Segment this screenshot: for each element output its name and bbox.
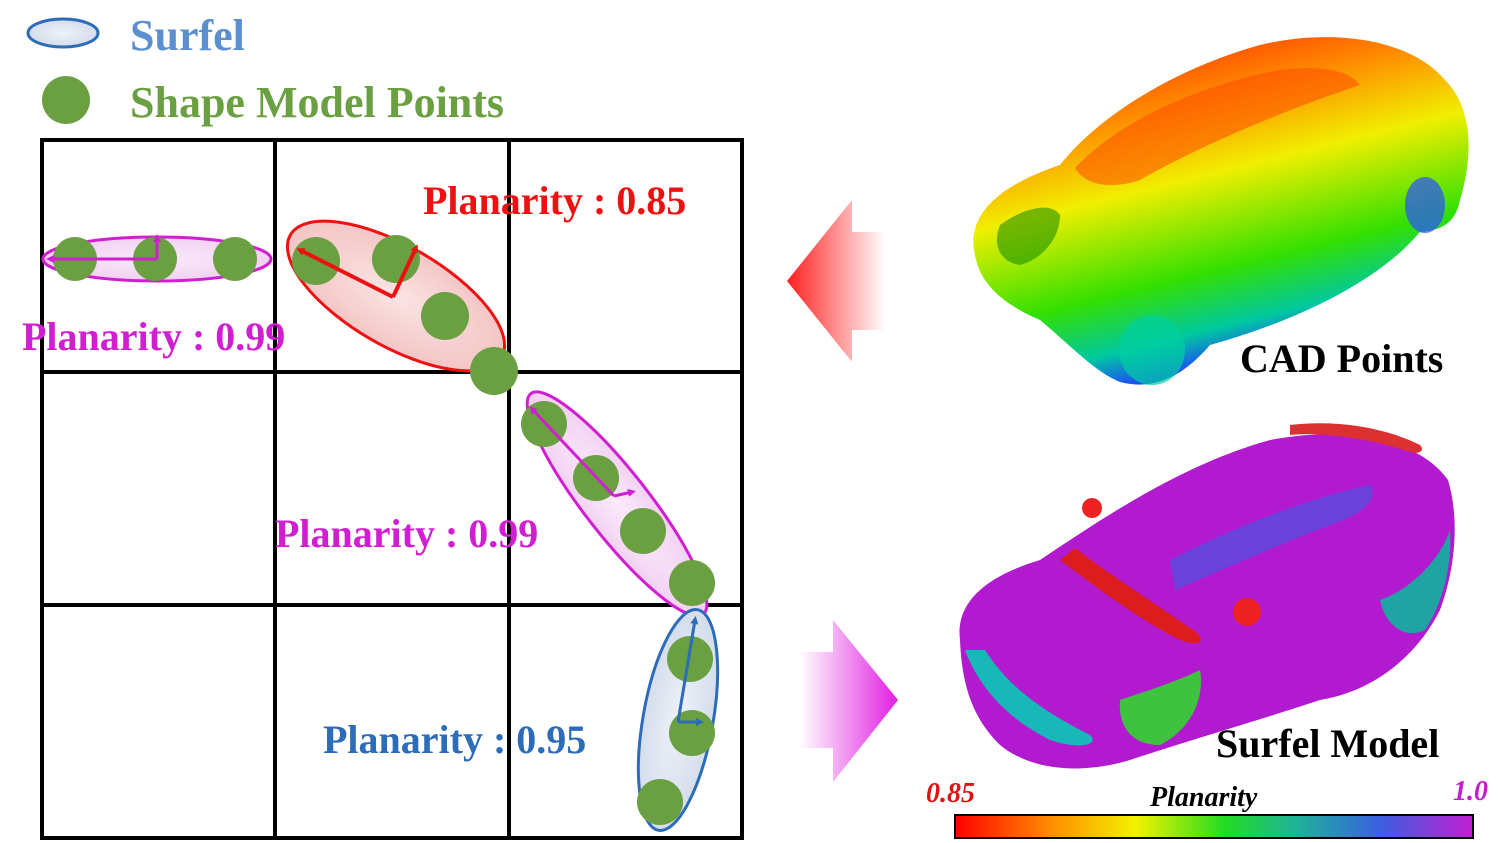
shape-point [637,779,683,825]
surfel-legend-icon [26,17,100,49]
surfel-model-car [959,423,1455,769]
shape-point [421,292,469,340]
shape-point [470,347,518,395]
planarity-label-horizontal: Planarity : 0.99 [22,314,285,359]
surfel-horizontal [41,234,273,283]
voxel-grid [40,138,744,840]
shape-point [669,560,715,606]
surfel-blue [636,608,720,832]
shape-point [620,508,666,554]
colorbar-title: Planarity [1149,782,1258,813]
surfel-model-label: Surfel Model [1216,721,1439,766]
arrow-left-icon [787,200,885,362]
colorbar-min-label: 0.85 [926,778,975,809]
shape-point [372,235,420,283]
points-legend-label: Shape Model Points [130,78,504,127]
cad-points-label: CAD Points [1240,336,1443,381]
planarity-colorbar: 0.85 Planarity 1.0 [926,776,1488,839]
surfel-red [285,219,507,373]
colorbar-max-label: 1.0 [1453,776,1488,807]
legend: Surfel Shape Model Points [26,11,504,127]
surfel-legend-label: Surfel [130,11,245,60]
points-legend-icon [42,76,90,124]
shape-point [213,237,257,281]
surfel-diagonal [521,390,715,618]
planarity-label-blue: Planarity : 0.95 [323,717,586,762]
cad-points-car [973,37,1469,385]
arrow-right-icon [800,620,898,782]
planarity-label-red: Planarity : 0.85 [423,178,686,223]
planarity-label-diagonal: Planarity : 0.99 [275,511,538,556]
shape-point [292,237,340,285]
shape-point [669,710,715,756]
